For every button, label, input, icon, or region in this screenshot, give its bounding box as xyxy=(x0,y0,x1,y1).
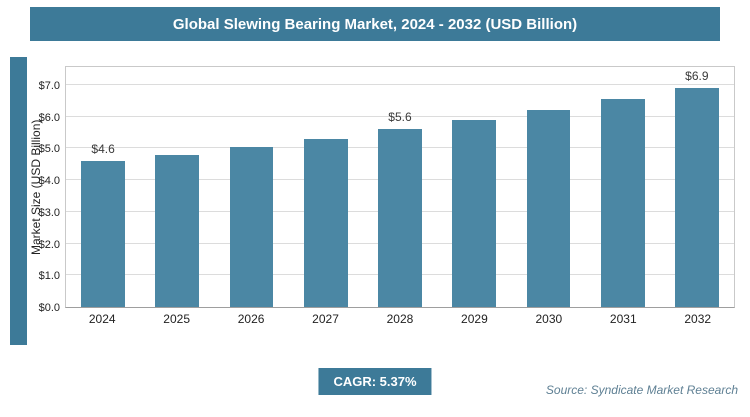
plot-area: $4.6 $5.6 $6.9 xyxy=(65,66,735,308)
bar-2029 xyxy=(452,119,497,307)
x-axis-labels: 2024 2025 2026 2027 2028 2029 2030 2031 2032 xyxy=(65,312,735,326)
bar-2028: $5.6 xyxy=(378,110,422,307)
y-axis-ticks: $0.0 $1.0 $2.0 $3.0 $4.0 $5.0 $6.0 $7.0 xyxy=(0,66,60,314)
chart-title: Global Slewing Bearing Market, 2024 - 20… xyxy=(172,15,578,33)
y-tick-label: $5.0 xyxy=(38,143,60,156)
bar-column: $5.6 xyxy=(363,67,437,307)
gridline xyxy=(66,115,734,117)
cagr-badge: CAGR: 5.37% xyxy=(318,368,432,395)
bars: $4.6 $5.6 $6.9 xyxy=(66,67,734,307)
x-axis-label-2028: 2028 xyxy=(386,312,414,326)
x-axis-label-2026: 2026 xyxy=(237,312,265,326)
bar-2024: $4.6 xyxy=(81,142,125,307)
bar-value-label: $5.6 xyxy=(388,110,412,125)
bar-column xyxy=(289,67,363,307)
bar-column xyxy=(437,67,511,307)
bar-2031 xyxy=(600,99,645,307)
chart-title-bar: Global Slewing Bearing Market, 2024 - 20… xyxy=(30,7,720,41)
bar-2025 xyxy=(155,154,200,307)
x-axis-label-2029: 2029 xyxy=(461,312,488,326)
gridline xyxy=(66,84,734,85)
x-axis-label-2031: 2031 xyxy=(609,312,637,326)
x-axis-label-2024: 2024 xyxy=(88,312,116,326)
y-tick-label: $7.0 xyxy=(38,80,60,92)
bar-column xyxy=(586,67,660,307)
y-tick-label: $2.0 xyxy=(38,238,60,251)
bar-2027 xyxy=(303,138,348,307)
bar-2026 xyxy=(229,146,274,307)
x-axis-label-2030: 2030 xyxy=(535,312,563,326)
bar-value-label: $6.9 xyxy=(685,69,709,84)
y-tick-label: $6.0 xyxy=(38,111,60,124)
bar-column xyxy=(214,67,288,307)
x-axis-label-2027: 2027 xyxy=(312,312,339,326)
x-axis-label-2032: 2032 xyxy=(684,312,712,326)
y-tick-label: $0.0 xyxy=(38,302,60,314)
bar-column: $6.9 xyxy=(660,67,734,307)
bar-column xyxy=(140,67,214,307)
source-note: Source: Syndicate Market Research xyxy=(545,383,738,397)
bar-value-label: $4.6 xyxy=(91,142,115,157)
y-tick-label: $4.0 xyxy=(38,175,60,188)
bar-2032: $6.9 xyxy=(674,69,719,307)
bar-column xyxy=(511,67,585,307)
y-tick-label: $3.0 xyxy=(38,206,60,219)
x-axis-label-2025: 2025 xyxy=(163,312,190,326)
y-tick-label: $1.0 xyxy=(38,270,60,283)
bar-column: $4.6 xyxy=(66,67,140,307)
left-accent-bar xyxy=(10,57,27,345)
bar-2030 xyxy=(526,110,571,307)
